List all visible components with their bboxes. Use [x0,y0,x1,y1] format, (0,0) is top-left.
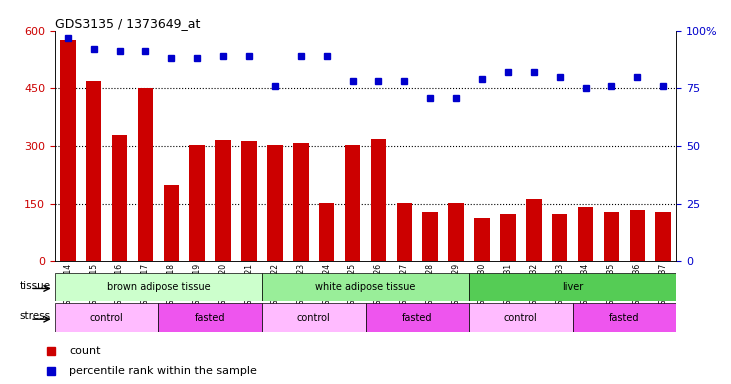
Bar [112,135,127,261]
Bar [572,303,676,332]
Bar [293,143,308,261]
Bar [60,40,75,261]
Text: count: count [69,346,101,356]
Text: tissue: tissue [19,281,50,291]
Bar [577,207,594,261]
Bar [396,203,412,261]
Bar [137,88,154,261]
Text: percentile rank within the sample: percentile rank within the sample [69,366,257,376]
Bar [604,212,619,261]
Bar [267,145,283,261]
Bar [319,203,334,261]
Text: brown adipose tissue: brown adipose tissue [107,282,211,292]
Bar [159,303,262,332]
Bar [86,81,102,261]
Bar [448,203,464,261]
Text: control: control [504,313,538,323]
Bar [189,145,205,261]
Text: control: control [90,313,124,323]
Text: fasted: fasted [195,313,225,323]
Text: control: control [297,313,330,323]
Text: GDS3135 / 1373649_at: GDS3135 / 1373649_at [55,17,200,30]
Bar [656,212,671,261]
Bar [629,210,645,261]
Bar [366,303,469,332]
Bar [262,303,366,332]
Bar [469,303,572,332]
Bar [500,214,515,261]
Bar [345,145,360,261]
Bar [262,273,469,301]
Bar [423,212,438,261]
Bar [526,199,542,261]
Bar [55,303,159,332]
Text: fasted: fasted [402,313,433,323]
Bar [216,140,231,261]
Bar [241,141,257,261]
Text: white adipose tissue: white adipose tissue [315,282,416,292]
Bar [371,139,386,261]
Text: liver: liver [562,282,583,292]
Bar [469,273,676,301]
Bar [55,273,262,301]
Text: stress: stress [19,311,50,321]
Bar [474,218,490,261]
Bar [164,185,179,261]
Text: fasted: fasted [609,313,640,323]
Bar [552,214,567,261]
